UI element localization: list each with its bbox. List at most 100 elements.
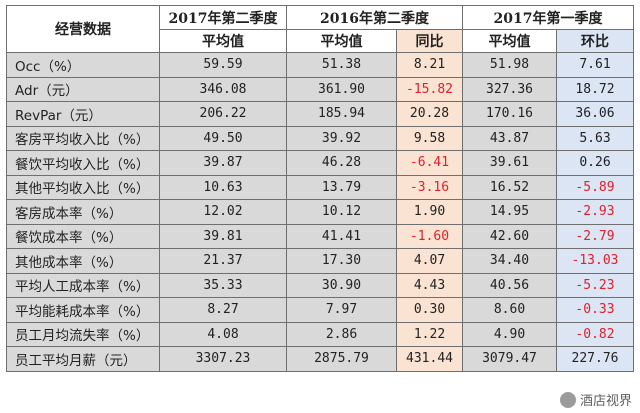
cell-qoq: 36.06 [556,101,634,127]
cell-2017q2-avg: 10.63 [159,174,287,200]
table-row: 餐饮成本率（%） 39.81 41.41 -1.60 42.60 -2.79 [6,223,634,249]
cell-2017q1-avg: 170.16 [462,101,557,127]
row-label: RevPar（元） [6,101,160,127]
table-wrapper: 经营数据 2017年第二季度 2016年第二季度 2017年第一季度 平均值 平… [6,5,634,372]
cell-qoq: 5.63 [556,125,634,151]
subheader-qoq: 环比 [556,29,634,53]
cell-2016q2-avg: 46.28 [286,150,397,176]
cell-2017q2-avg: 3307.23 [159,346,287,372]
cell-qoq: -0.82 [556,321,634,347]
watermark-logo-icon [559,391,576,408]
row-label: 员工月均流失率（%） [6,321,160,347]
cell-2016q2-avg: 7.97 [286,297,397,323]
cell-yoy: 8.21 [396,52,463,78]
cell-2017q2-avg: 49.50 [159,125,287,151]
cell-2017q2-avg: 39.81 [159,223,287,249]
subheader-yoy: 同比 [396,29,463,53]
cell-qoq: 0.26 [556,150,634,176]
cell-2017q2-avg: 346.08 [159,76,287,102]
subheader-avg-2017q1: 平均值 [462,29,557,53]
cell-yoy: -15.82 [396,76,463,102]
cell-2017q2-avg: 39.87 [159,150,287,176]
col-header-2017q1: 2017年第一季度 [462,5,634,30]
operating-data-table: 经营数据 2017年第二季度 2016年第二季度 2017年第一季度 平均值 平… [6,5,634,372]
cell-yoy: 4.07 [396,248,463,274]
cell-qoq: 7.61 [556,52,634,78]
cell-2017q1-avg: 40.56 [462,272,557,298]
cell-2016q2-avg: 39.92 [286,125,397,151]
row-label: Occ（%） [6,52,160,78]
cell-2016q2-avg: 10.12 [286,199,397,225]
cell-2017q1-avg: 42.60 [462,223,557,249]
cell-2017q1-avg: 16.52 [462,174,557,200]
cell-qoq: -5.89 [556,174,634,200]
cell-2017q1-avg: 8.60 [462,297,557,323]
table-row: 餐饮平均收入比（%） 39.87 46.28 -6.41 39.61 0.26 [6,150,634,176]
cell-qoq: -13.03 [556,248,634,274]
cell-2017q2-avg: 4.08 [159,321,287,347]
cell-qoq: -0.33 [556,297,634,323]
table-row: RevPar（元） 206.22 185.94 20.28 170.16 36.06 [6,101,634,127]
cell-2017q1-avg: 14.95 [462,199,557,225]
cell-yoy: 9.58 [396,125,463,151]
cell-yoy: -3.16 [396,174,463,200]
table-row: Occ（%） 59.59 51.38 8.21 51.98 7.61 [6,52,634,78]
cell-2017q2-avg: 21.37 [159,248,287,274]
cell-2016q2-avg: 2.86 [286,321,397,347]
table-row: 平均人工成本率（%） 35.33 30.90 4.43 40.56 -5.23 [6,272,634,298]
cell-2017q1-avg: 43.87 [462,125,557,151]
row-label: Adr（元） [6,76,160,102]
cell-qoq: 227.76 [556,346,634,372]
cell-yoy: 0.30 [396,297,463,323]
cell-2016q2-avg: 185.94 [286,101,397,127]
table-row: 员工平均月薪（元） 3307.23 2875.79 431.44 3079.47 227.… [6,346,634,372]
cell-2017q1-avg: 3079.47 [462,346,557,372]
table-row: 其他平均收入比（%） 10.63 13.79 -3.16 16.52 -5.89 [6,174,634,200]
table-body: Occ（%） 59.59 51.38 8.21 51.98 7.61 Adr（元） 346.0… [6,52,634,372]
cell-qoq: -2.79 [556,223,634,249]
cell-2016q2-avg: 17.30 [286,248,397,274]
watermark-text: 酒店视界 [579,394,632,409]
cell-2017q1-avg: 39.61 [462,150,557,176]
cell-2017q1-avg: 34.40 [462,248,557,274]
row-label: 员工平均月薪（元） [6,346,160,372]
row-label: 餐饮平均收入比（%） [6,150,160,176]
cell-yoy: 4.43 [396,272,463,298]
row-label: 其他平均收入比（%） [6,174,160,200]
cell-2016q2-avg: 13.79 [286,174,397,200]
subheader-avg-2016q2: 平均值 [286,29,397,53]
table-row: 平均能耗成本率（%） 8.27 7.97 0.30 8.60 -0.33 [6,297,634,323]
table-row: 其他成本率（%） 21.37 17.30 4.07 34.40 -13.03 [6,248,634,274]
cell-2017q1-avg: 4.90 [462,321,557,347]
cell-2017q1-avg: 51.98 [462,52,557,78]
table-row: 客房成本率（%） 12.02 10.12 1.90 14.95 -2.93 [6,199,634,225]
cell-2017q2-avg: 206.22 [159,101,287,127]
cell-yoy: 1.90 [396,199,463,225]
cell-qoq: -5.23 [556,272,634,298]
row-label: 平均能耗成本率（%） [6,297,160,323]
table-row: Adr（元） 346.08 361.90 -15.82 327.36 18.72 [6,76,634,102]
col-header-2016q2: 2016年第二季度 [286,5,463,30]
cell-yoy: -1.60 [396,223,463,249]
watermark: 酒店视界 [559,390,632,409]
cell-2017q2-avg: 35.33 [159,272,287,298]
row-label: 客房平均收入比（%） [6,125,160,151]
corner-header: 经营数据 [6,5,160,53]
cell-2016q2-avg: 2875.79 [286,346,397,372]
cell-2016q2-avg: 361.90 [286,76,397,102]
cell-2016q2-avg: 41.41 [286,223,397,249]
row-label: 餐饮成本率（%） [6,223,160,249]
subheader-avg-2017q2: 平均值 [159,29,287,53]
cell-2017q1-avg: 327.36 [462,76,557,102]
table-row: 客房平均收入比（%） 49.50 39.92 9.58 43.87 5.63 [6,125,634,151]
cell-2017q2-avg: 59.59 [159,52,287,78]
cell-2017q2-avg: 12.02 [159,199,287,225]
table-row: 员工月均流失率（%） 4.08 2.86 1.22 4.90 -0.82 [6,321,634,347]
cell-2017q2-avg: 8.27 [159,297,287,323]
cell-qoq: 18.72 [556,76,634,102]
row-label: 平均人工成本率（%） [6,272,160,298]
cell-yoy: -6.41 [396,150,463,176]
col-header-2017q2: 2017年第二季度 [159,5,287,30]
cell-2016q2-avg: 30.90 [286,272,397,298]
row-label: 其他成本率（%） [6,248,160,274]
